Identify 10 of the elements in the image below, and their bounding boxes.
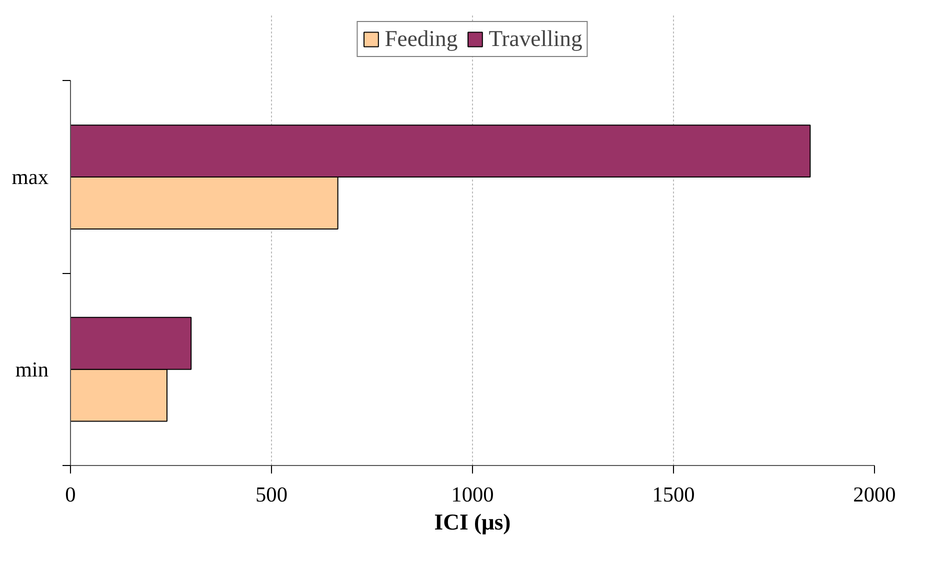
x-tick-label: 0 xyxy=(65,482,76,506)
y-tick-label: min xyxy=(15,357,49,382)
x-tick-label: 2000 xyxy=(853,482,896,506)
x-tick-label: 1500 xyxy=(652,482,695,506)
legend-label: Travelling xyxy=(488,26,582,52)
y-tick-label: max xyxy=(12,165,49,190)
x-tick-label: 500 xyxy=(256,482,288,506)
legend-label: Feeding xyxy=(384,26,458,52)
x-tick-label: 1000 xyxy=(451,482,494,506)
x-axis-title: ICI (μs) xyxy=(434,510,511,534)
